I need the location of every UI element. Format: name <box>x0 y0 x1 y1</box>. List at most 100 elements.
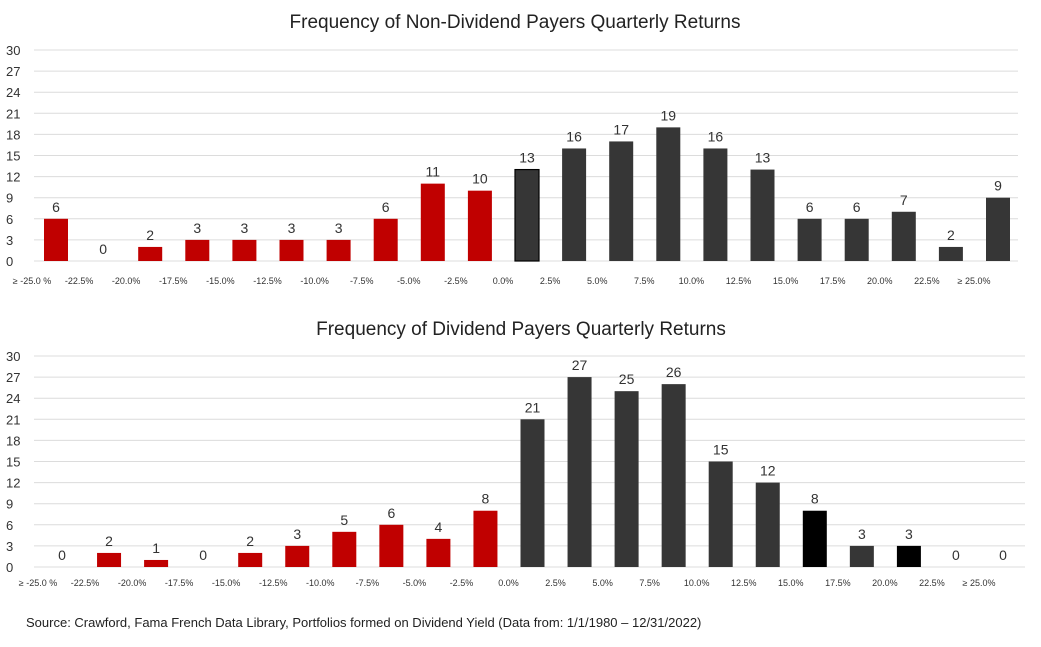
chart-non-dividend-data-label: 3 <box>288 220 296 236</box>
chart-dividend-bar <box>238 552 263 567</box>
chart-non-dividend-data-label: 6 <box>806 199 814 215</box>
chart-non-dividend-xtick-label: 12.5% <box>726 276 752 286</box>
chart-dividend-data-label: 1 <box>152 540 160 556</box>
chart-dividend-data-label: 2 <box>246 533 254 549</box>
chart-dividend-xtick-label: 22.5% <box>919 578 945 588</box>
chart-dividend-xtick-label: 17.5% <box>825 578 851 588</box>
chart-non-dividend-bar <box>986 197 1010 261</box>
chart-non-dividend-bar <box>938 246 963 261</box>
chart-non-dividend-xtick-label: 2.5% <box>540 276 561 286</box>
chart-non-dividend-bar <box>467 190 492 261</box>
chart-dividend-data-label: 0 <box>952 547 960 563</box>
chart-non-dividend-data-label: 7 <box>900 192 908 208</box>
chart-non-dividend-data-label: 16 <box>566 128 582 144</box>
chart-non-dividend-bar <box>750 169 775 261</box>
chart-non-dividend-bar <box>797 218 822 261</box>
chart-non-dividend-bar <box>420 183 445 261</box>
chart-dividend-ytick-label: 6 <box>6 518 13 533</box>
chart-non-dividend-xtick-label: 5.0% <box>587 276 608 286</box>
chart-dividend-bar <box>473 510 498 567</box>
chart-dividend-bar <box>426 538 451 567</box>
chart-non-dividend-xtick-label: -2.5% <box>444 276 468 286</box>
chart-dividend-bar <box>849 545 874 567</box>
chart-dividend-bar <box>661 384 686 567</box>
chart-non-dividend-data-label: 2 <box>146 227 154 243</box>
chart-non-dividend-bar <box>279 239 304 261</box>
chart-non-dividend-bar <box>609 141 634 261</box>
chart-dividend-ytick-label: 12 <box>6 476 20 491</box>
chart-non-dividend-data-label: 10 <box>472 171 488 187</box>
chart-dividend-ytick-label: 9 <box>6 497 13 512</box>
chart-non-dividend-bar <box>514 168 540 262</box>
chart-dividend-xtick-label: 12.5% <box>731 578 757 588</box>
chart-dividend-xtick-label: 5.0% <box>592 578 613 588</box>
chart-dividend-data-label: 27 <box>572 357 588 373</box>
chart-dividend-bar <box>379 524 404 567</box>
chart-non-dividend-bar <box>185 239 210 261</box>
chart-dividend-xtick-label: 7.5% <box>639 578 660 588</box>
chart-non-dividend-bar <box>138 246 163 261</box>
chart-dividend-data-label: 26 <box>666 364 682 380</box>
chart-dividend-data-label: 3 <box>905 526 913 542</box>
chart-non-dividend-xtick-label: 10.0% <box>679 276 705 286</box>
chart-dividend-data-label: 4 <box>435 519 443 535</box>
chart-non-dividend-bar <box>232 239 257 261</box>
chart-dividend-bar <box>332 531 357 567</box>
chart-dividend-bar <box>144 559 169 567</box>
chart-non-dividend-bar <box>656 127 681 261</box>
chart-dividend-data-label: 21 <box>525 399 541 415</box>
chart-dividend-bar <box>285 545 310 567</box>
chart-non-dividend-data-label: 11 <box>426 164 441 180</box>
chart-dividend-xtick-label: -12.5% <box>259 578 288 588</box>
chart-non-dividend-bar <box>373 218 398 261</box>
chart-dividend-xtick-label: 10.0% <box>684 578 710 588</box>
chart-non-dividend-xtick-label: -15.0% <box>206 276 235 286</box>
chart-non-dividend-bar <box>562 148 587 261</box>
chart-dividend-xtick-label: -22.5% <box>71 578 100 588</box>
chart-non-dividend-xtick-label: -22.5% <box>65 276 94 286</box>
chart-dividend-data-label: 5 <box>340 512 348 528</box>
chart-non-dividend-ytick-label: 30 <box>6 43 20 58</box>
chart-non-dividend-ytick-label: 21 <box>6 106 20 121</box>
chart-dividend-bar <box>567 377 592 567</box>
chart-non-dividend-bar <box>326 239 351 261</box>
chart-non-dividend-xtick-label: -12.5% <box>253 276 282 286</box>
chart-dividend-data-label: 15 <box>713 442 729 458</box>
chart-non-dividend-data-label: 9 <box>994 178 1002 194</box>
chart-dividend-data-label: 0 <box>199 547 207 563</box>
chart-non-dividend-ytick-label: 6 <box>6 212 13 227</box>
chart-non-dividend-ytick-label: 9 <box>6 191 13 206</box>
chart-non-dividend-title: Frequency of Non-Dividend Payers Quarter… <box>290 12 741 33</box>
chart-dividend-data-label: 3 <box>293 526 301 542</box>
chart-dividend-bar <box>97 552 122 567</box>
chart-non-dividend-data-label: 13 <box>755 150 771 166</box>
chart-non-dividend-data-label: 16 <box>708 128 724 144</box>
chart-non-dividend-ytick-label: 12 <box>6 170 20 185</box>
chart-dividend-ytick-label: 15 <box>6 455 20 470</box>
chart-non-dividend-xtick-label: 20.0% <box>867 276 893 286</box>
chart-dividend-data-label: 0 <box>999 547 1007 563</box>
chart-non-dividend-ytick-label: 18 <box>6 127 20 142</box>
chart-non-dividend-xtick-label: 17.5% <box>820 276 846 286</box>
chart-non-dividend-data-label: 3 <box>335 220 343 236</box>
chart-dividend-data-label: 0 <box>58 547 66 563</box>
chart-non-dividend-data-label: 6 <box>853 199 861 215</box>
chart-dividend-data-label: 25 <box>619 371 635 387</box>
chart-non-dividend-bar <box>844 218 869 261</box>
chart-dividend-xtick-label: -20.0% <box>118 578 147 588</box>
chart-non-dividend-ytick-label: 3 <box>6 233 13 248</box>
chart-non-dividend-ytick-label: 24 <box>6 85 20 100</box>
chart-dividend-title: Frequency of Dividend Payers Quarterly R… <box>316 319 726 340</box>
chart-dividend-xtick-label: -17.5% <box>165 578 194 588</box>
chart-non-dividend-bar <box>703 148 728 261</box>
chart-non-dividend-xtick-label: 7.5% <box>634 276 655 286</box>
chart-dividend-xtick-label: -5.0% <box>403 578 427 588</box>
chart-non-dividend-data-label: 17 <box>613 121 629 137</box>
chart-non-dividend-xtick-label: -7.5% <box>350 276 374 286</box>
chart-dividend-data-label: 8 <box>811 491 819 507</box>
chart-non-dividend-xtick-label: 15.0% <box>773 276 799 286</box>
chart-dividend-xtick-label: 2.5% <box>545 578 566 588</box>
chart-dividend-bar <box>896 545 921 567</box>
chart-non-dividend-xtick-label: -10.0% <box>300 276 329 286</box>
chart-dividend-xtick-label: ≥ -25.0 % <box>19 578 57 588</box>
